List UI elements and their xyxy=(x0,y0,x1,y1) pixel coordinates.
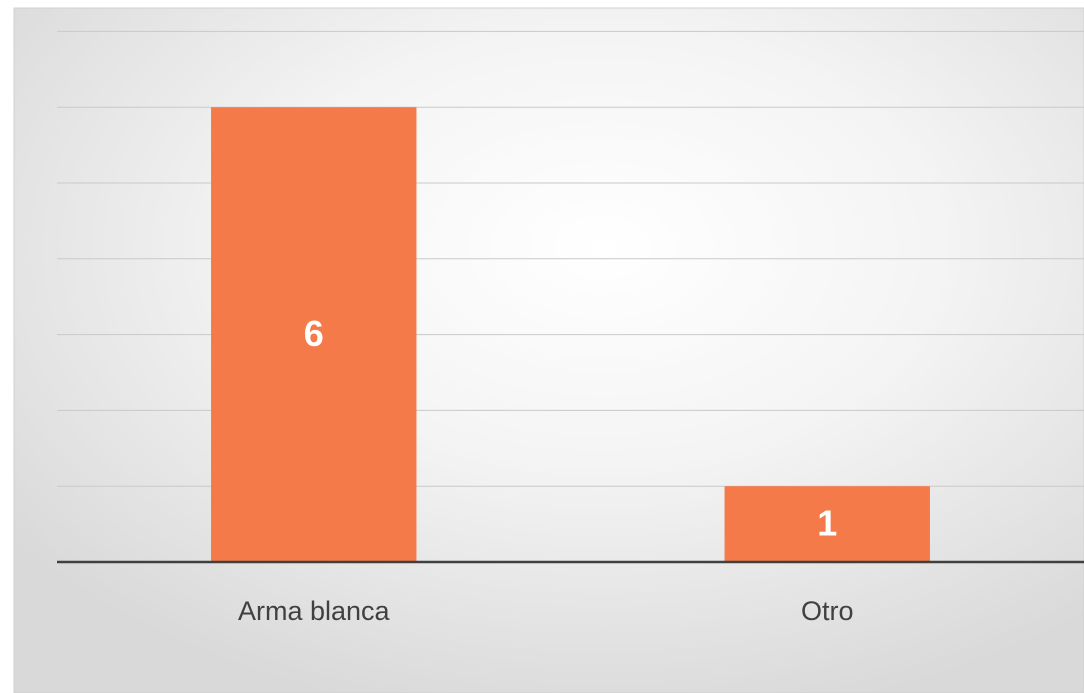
x-tick-label: Otro xyxy=(801,596,854,626)
data-label: 6 xyxy=(304,313,324,354)
bar xyxy=(724,486,930,562)
bar xyxy=(211,107,417,562)
labels: Arma blanca 6 Otro 1 xyxy=(57,313,1084,626)
data-label: 1 xyxy=(817,503,837,544)
x-tick-label: Arma blanca xyxy=(238,596,391,626)
bars xyxy=(211,107,930,562)
chart-background xyxy=(13,7,1084,693)
